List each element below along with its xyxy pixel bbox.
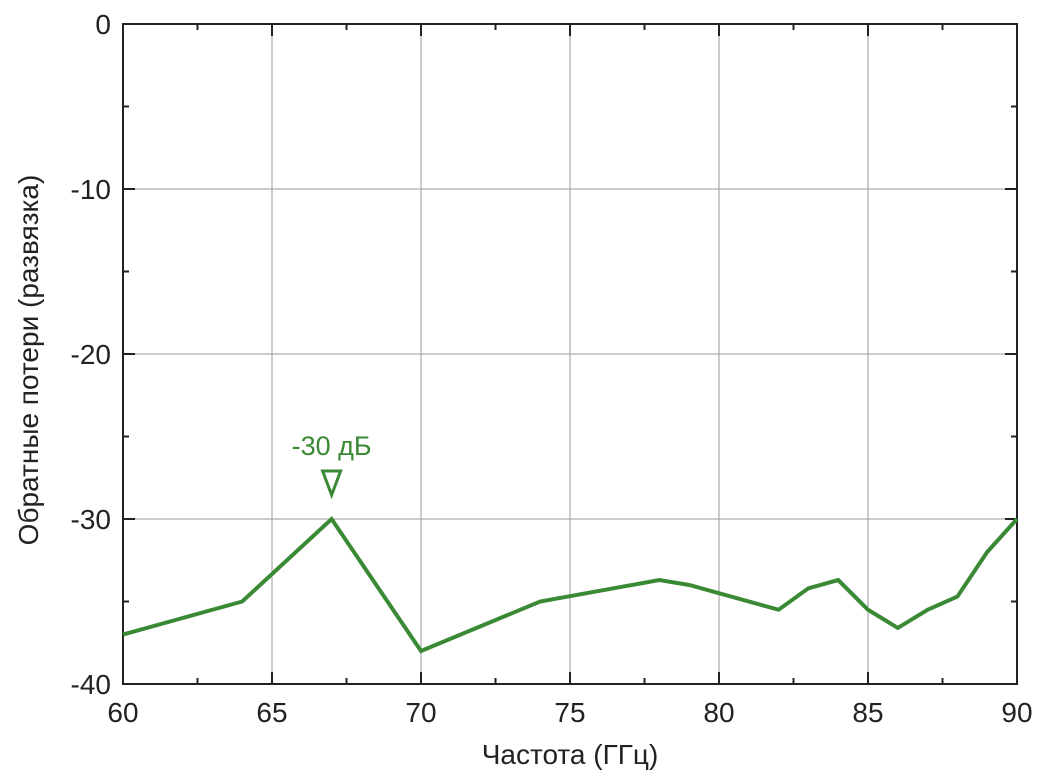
y-axis-tick-labels: 0 -10 -20 -30 -40 xyxy=(71,9,111,700)
x-tick-label: 65 xyxy=(256,697,287,728)
y-tick-label: -30 xyxy=(71,504,111,535)
axis-ticks xyxy=(122,23,1018,685)
x-axis-tick-labels: 60 65 70 75 80 85 90 xyxy=(107,697,1032,728)
annotations: -30 дБ xyxy=(292,431,372,500)
series-line xyxy=(122,515,1019,654)
x-tick-label: 80 xyxy=(703,697,734,728)
x-tick-label: 75 xyxy=(554,697,585,728)
y-tick-label: -10 xyxy=(71,174,111,205)
annotation-marker xyxy=(320,469,343,500)
x-tick-label: 70 xyxy=(405,697,436,728)
x-axis-title: Частота (ГГц) xyxy=(482,739,659,770)
y-tick-label: -40 xyxy=(71,669,111,700)
x-tick-label: 85 xyxy=(852,697,883,728)
grid-lines xyxy=(123,24,1017,684)
y-tick-label: 0 xyxy=(95,9,111,40)
series-lines xyxy=(122,515,1019,654)
y-axis-title: Обратные потери (развязка) xyxy=(13,175,44,546)
annotation-label: -30 дБ xyxy=(292,431,372,461)
x-tick-label: 90 xyxy=(1001,697,1032,728)
y-tick-label: -20 xyxy=(71,339,111,370)
x-tick-label: 60 xyxy=(107,697,138,728)
